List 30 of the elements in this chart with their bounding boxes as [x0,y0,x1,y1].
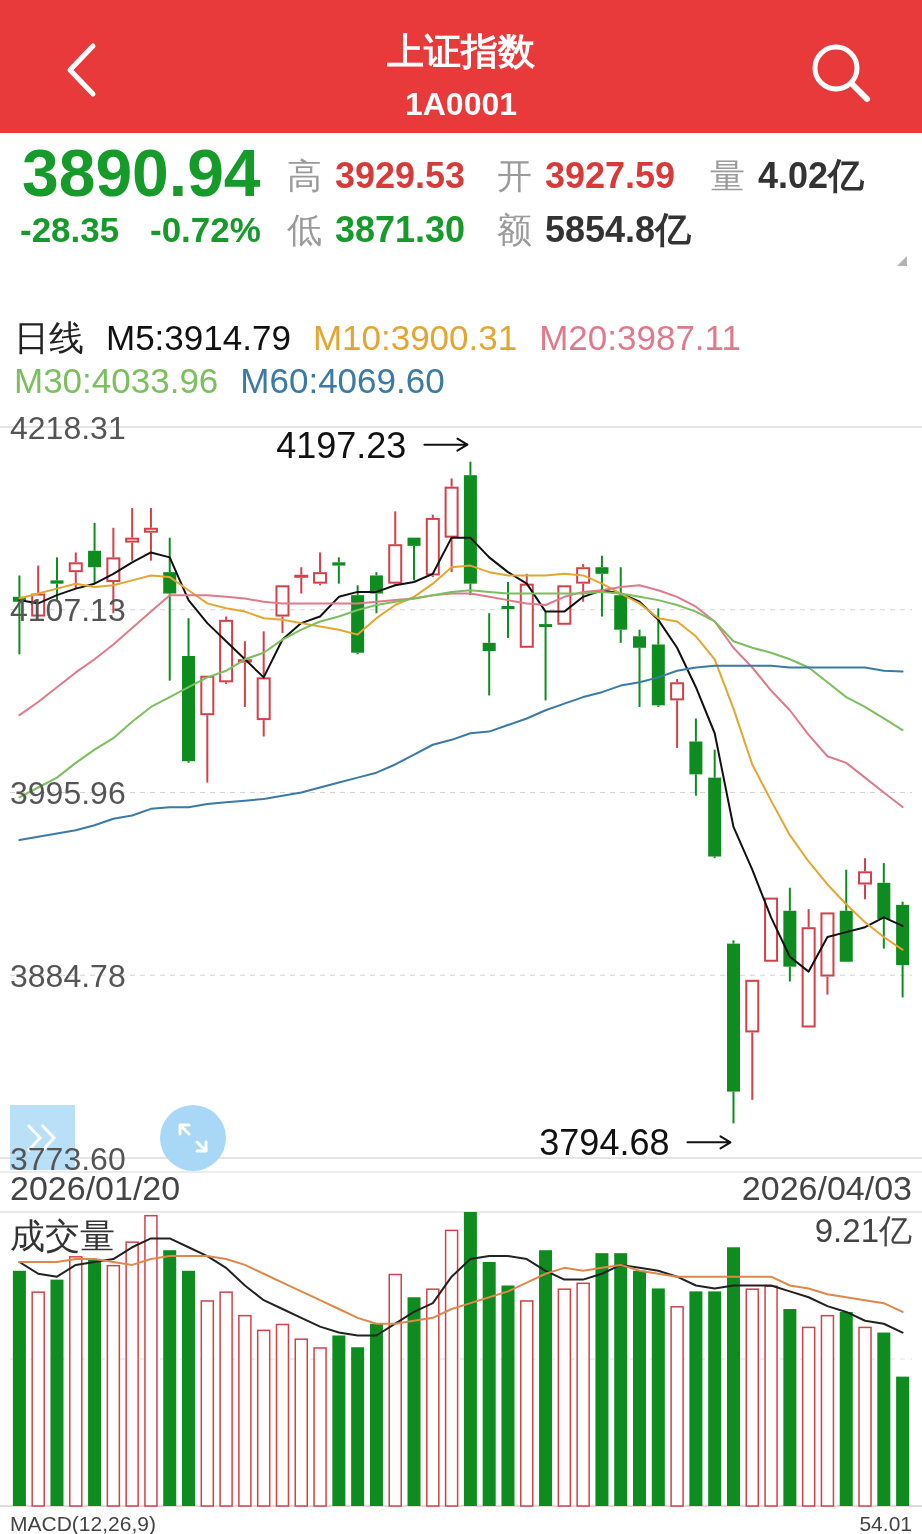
text: M5:3914.79 [106,318,291,357]
annotation: 9.21亿 [814,1212,912,1249]
text: 量 [710,156,745,195]
text: 3929.53 [335,155,466,196]
text: -28.35 [20,210,120,249]
annotation: 3794.68 [539,1122,670,1164]
y-tick-label: 3995.96 [10,774,126,811]
text: M30:4033.96 [14,361,219,400]
annotation: 4197.23 [276,424,407,466]
text: M60:4069.60 [240,361,445,400]
text: M10:3900.31 [312,318,518,357]
text: 低 [287,210,322,249]
text: -0.72% [150,210,261,249]
text: 54.01 [859,1512,912,1534]
text: 开 [497,156,532,195]
text: 3927.59 [545,155,676,196]
text: 5854.8亿 [545,209,693,250]
text: 高 [287,156,322,195]
text: 4.02亿 [758,155,866,196]
legend-title: 日线 [14,318,84,357]
chart-subtitle: 1A0001 [404,86,518,122]
chart-title: 成交量 [10,1216,115,1255]
text: 3871.30 [335,209,466,250]
text: 2026/04/03 [741,1169,912,1207]
text: 3890.94 [22,136,261,210]
y-tick-label: 4218.31 [10,409,126,446]
text: 额 [497,210,532,249]
text: M20:3987.11 [539,318,741,357]
y-tick-label: 3884.78 [10,957,126,994]
chart-title: 上证指数 [387,31,536,72]
